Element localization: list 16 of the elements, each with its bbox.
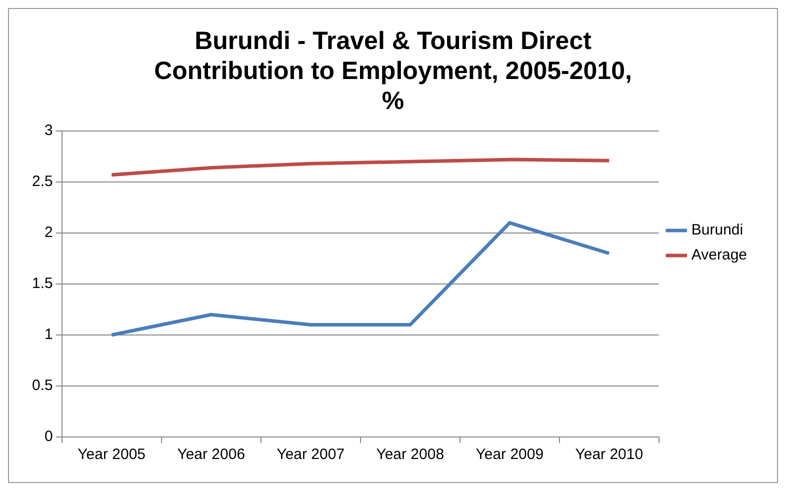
legend-label: Burundi — [691, 222, 744, 239]
x-tick-label: Year 2010 — [575, 446, 644, 464]
y-tick-label: 1 — [44, 326, 53, 344]
y-tick-label: 1.5 — [32, 275, 53, 292]
y-tick-label: 0 — [44, 428, 53, 446]
y-tick-label: 2 — [44, 224, 53, 242]
y-tick-label: 2.5 — [32, 173, 53, 190]
y-tick-label: 3 — [44, 122, 53, 140]
y-tick-label: 0.5 — [32, 377, 53, 394]
x-tick-label: Year 2009 — [476, 446, 544, 464]
x-tick-label: Year 2008 — [376, 446, 444, 464]
x-tick-label: Year 2005 — [78, 446, 146, 464]
legend-label: Average — [691, 246, 748, 264]
x-tick-label: Year 2007 — [276, 446, 345, 464]
x-tick-label: Year 2006 — [177, 446, 246, 464]
chart-title: Burundi - Travel & Tourism Direct Contribution to Employment, 2005-2010, % — [154, 26, 632, 115]
